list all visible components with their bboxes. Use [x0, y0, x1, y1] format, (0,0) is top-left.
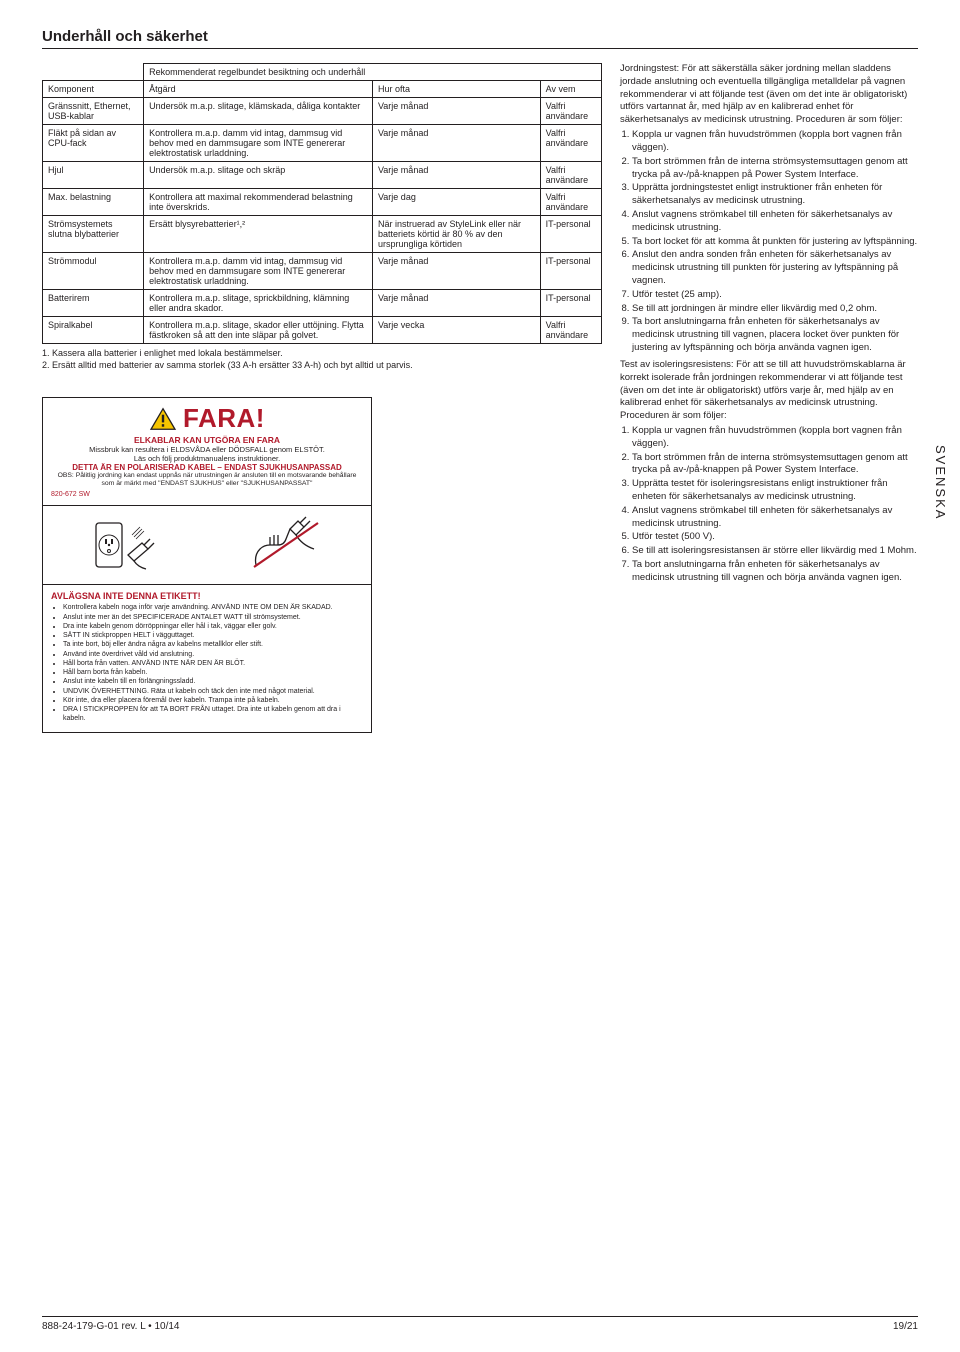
list-item: Koppla ur vagnen från huvudströmmen (kop… [632, 129, 918, 155]
col-avvem: Av vem [540, 81, 601, 98]
footer-docid: 888-24-179-G-01 rev. L • 10/14 [42, 1321, 179, 1332]
list-item: UNDVIK ÖVERHETTNING. Räta ut kabeln och … [63, 688, 363, 697]
list-item: Anslut inte kabeln till en förlängningss… [63, 678, 363, 687]
page-title: Underhåll och säkerhet [42, 28, 918, 49]
list-item: SÄTT IN stickproppen HELT i vägguttaget. [63, 632, 363, 641]
list-item: Anslut vagnens strömkabel till enheten f… [632, 505, 918, 531]
table-row: SpiralkabelKontrollera m.a.p. slitage, s… [43, 317, 602, 344]
page-footer: 888-24-179-G-01 rev. L • 10/14 19/21 [42, 1316, 918, 1332]
list-item: Ta bort strömmen från de interna strömsy… [632, 452, 918, 478]
warning-bottom-header: AVLÄGSNA INTE DENNA ETIKETT! [51, 591, 363, 601]
list-item: Ta bort locket för att komma åt punkten … [632, 236, 918, 249]
list-item: Se till att jordningen är mindre eller l… [632, 303, 918, 316]
table-row: Max. belastningKontrollera att maximal r… [43, 189, 602, 216]
list-item: Utför testet (500 V). [632, 531, 918, 544]
col-atgard: Åtgärd [144, 81, 373, 98]
grounding-intro: Jordningstest: För att säkerställa säker… [620, 63, 918, 127]
warning-bullet-list: Kontrollera kabeln noga inför varje anvä… [51, 604, 363, 723]
warning-line3: Läs och följ produktmanualens instruktio… [51, 455, 363, 464]
footnote-2: 2. Ersätt alltid med batterier av samma … [42, 360, 602, 372]
table-row: BatteriremKontrollera m.a.p. slitage, sp… [43, 290, 602, 317]
left-column: Rekommenderat regelbundet besiktning och… [42, 63, 602, 733]
outlet-plug-icon [94, 515, 164, 575]
list-item: Dra inte kabeln genom dörröppningar elle… [63, 623, 363, 632]
grounding-steps: Koppla ur vagnen från huvudströmmen (kop… [620, 129, 918, 355]
table-row: StrömmodulKontrollera m.a.p. damm vid in… [43, 253, 602, 290]
table-row: Strömsystemets slutna blybatterierErsätt… [43, 216, 602, 253]
table-row: Gränssnitt, Ethernet, USB-kablarUndersök… [43, 98, 602, 125]
warning-label: FARA! ELKABLAR KAN UTGÖRA EN FARA Missbr… [42, 397, 372, 733]
list-item: DRA I STICKPROPPEN för att TA BORT FRÅN … [63, 706, 363, 724]
col-hurofta: Hur ofta [372, 81, 540, 98]
list-item: Ta bort anslutningarna från enheten för … [632, 559, 918, 585]
list-item: Ta bort anslutningarna från enheten för … [632, 316, 918, 354]
list-item: Anslut den andra sonden från enheten för… [632, 249, 918, 287]
insulation-intro: Test av isoleringsresistens: För att se … [620, 359, 918, 423]
table-row: Fläkt på sidan av CPU-fackKontrollera m.… [43, 125, 602, 162]
footer-pagenum: 19/21 [893, 1321, 918, 1332]
language-tab: SVENSKA [933, 445, 948, 520]
warning-code: 820-672 SW [51, 491, 363, 499]
warning-triangle-icon [149, 407, 177, 431]
list-item: Håll barn borta från kabeln. [63, 669, 363, 678]
fara-word: FARA! [183, 404, 265, 434]
list-item: Kör inte, dra eller placera föremål över… [63, 697, 363, 706]
table-row: HjulUndersök m.a.p. slitage och skräpVar… [43, 162, 602, 189]
list-item: Upprätta testet för isoleringsresistans … [632, 478, 918, 504]
list-item: Ta bort strömmen från de interna strömsy… [632, 156, 918, 182]
list-item: Utför testet (25 amp). [632, 289, 918, 302]
list-item: Använd inte överdrivet våld vid anslutni… [63, 651, 363, 660]
list-item: Kontrollera kabeln noga inför varje anvä… [63, 604, 363, 613]
list-item: Se till att isoleringsresistansen är stö… [632, 545, 918, 558]
list-item: Upprätta jordningstestet enligt instrukt… [632, 182, 918, 208]
col-komponent: Komponent [43, 81, 144, 98]
right-column: Jordningstest: För att säkerställa säker… [620, 63, 918, 733]
hand-unplug-icon [250, 515, 320, 575]
warning-line5: OBS: Pålitlig jordning kan endast uppnås… [51, 472, 363, 488]
warning-icons-row [43, 505, 371, 585]
list-item: Ta inte bort, böj eller ändra några av k… [63, 641, 363, 650]
list-item: Anslut inte mer än det SPECIFICERADE ANT… [63, 614, 363, 623]
maintenance-table: Rekommenderat regelbundet besiktning och… [42, 63, 602, 344]
list-item: Koppla ur vagnen från huvudströmmen (kop… [632, 425, 918, 451]
insulation-steps: Koppla ur vagnen från huvudströmmen (kop… [620, 425, 918, 585]
list-item: Håll borta från vatten. ANVÄND INTE NÄR … [63, 660, 363, 669]
table-caption: Rekommenderat regelbundet besiktning och… [144, 64, 602, 81]
footnote-1: 1. Kassera alla batterier i enlighet med… [42, 348, 602, 360]
list-item: Anslut vagnens strömkabel till enheten f… [632, 209, 918, 235]
